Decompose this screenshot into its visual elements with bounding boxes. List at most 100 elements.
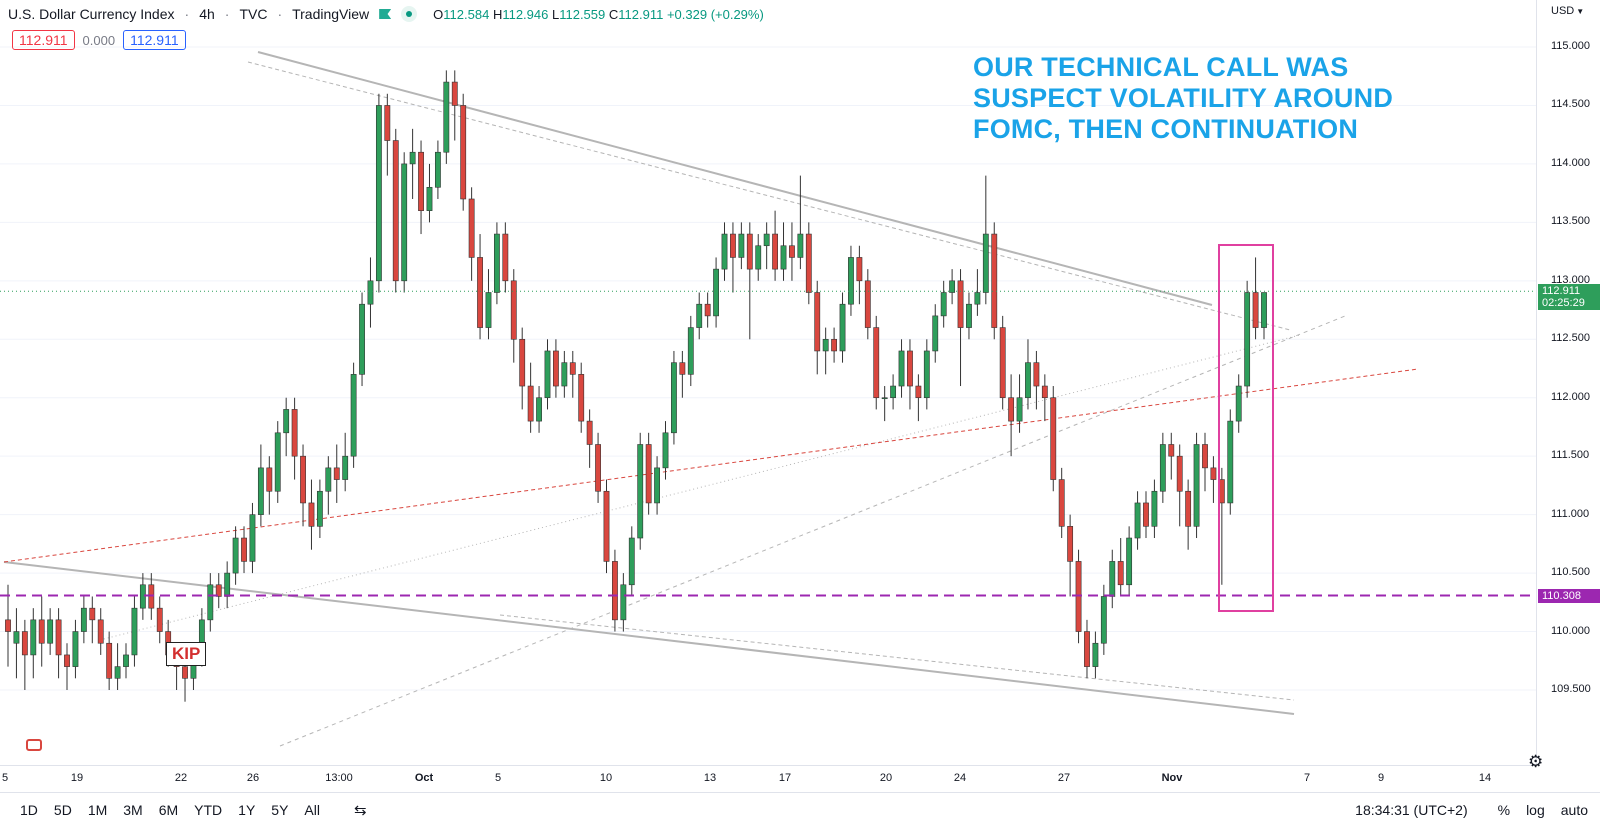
candle-down bbox=[510, 280, 517, 340]
time-scale[interactable]: 5 19 22 26 13:00 Oct 5 10 13 17 20 24 27 Nov 7 9 14 bbox=[0, 765, 1536, 792]
range-button-ytd[interactable]: YTD bbox=[194, 802, 223, 818]
time-tick: Nov bbox=[1161, 772, 1183, 784]
range-button-1d[interactable]: 1D bbox=[20, 802, 38, 818]
date-range-icon[interactable]: ⇆ bbox=[353, 802, 367, 819]
clock[interactable]: 18:34:31 (UTC+2) bbox=[1355, 802, 1468, 818]
candle-down bbox=[182, 666, 188, 679]
candle-up bbox=[367, 280, 374, 305]
candle-down bbox=[805, 233, 812, 293]
candle-down bbox=[38, 619, 45, 644]
candle-up bbox=[848, 257, 854, 305]
candle-up bbox=[1100, 596, 1107, 644]
candle-down bbox=[1185, 490, 1192, 527]
price-tick: 114.000 bbox=[1551, 156, 1590, 169]
candle-up bbox=[114, 666, 121, 679]
range-button-all[interactable]: All bbox=[304, 802, 320, 818]
bar-countdown: 02:25:29 bbox=[1542, 297, 1585, 309]
provider-label: TradingView bbox=[292, 6, 370, 22]
trendline-drawings[interactable] bbox=[3, 51, 1419, 747]
candle-up bbox=[898, 350, 905, 387]
range-button-5y[interactable]: 5Y bbox=[271, 802, 289, 818]
candle-up bbox=[620, 584, 627, 621]
buy-price[interactable]: 112.911 bbox=[123, 30, 186, 50]
exchange-label: TVC bbox=[239, 6, 268, 22]
candle-up bbox=[755, 245, 762, 270]
range-button-5d[interactable]: 5D bbox=[53, 802, 72, 818]
candle-up bbox=[47, 619, 54, 644]
candle-up bbox=[780, 245, 787, 270]
market-status-icon[interactable] bbox=[401, 6, 418, 22]
candle-down bbox=[612, 561, 618, 621]
candle-up bbox=[637, 444, 644, 539]
candle-up bbox=[274, 432, 281, 492]
candle-down bbox=[300, 455, 306, 504]
chart-settings-icon[interactable]: ⚙ bbox=[1528, 752, 1544, 771]
candle-down bbox=[1252, 292, 1259, 328]
candle-down bbox=[814, 292, 821, 352]
price-tick: 111.500 bbox=[1551, 449, 1590, 462]
candle-down bbox=[460, 105, 467, 200]
time-tick: 5 bbox=[494, 772, 502, 784]
level-price-tag: 110.308 bbox=[1538, 589, 1600, 603]
candle-down bbox=[89, 607, 96, 621]
ohlc-values: O112.584 H112.946 L112.559 C112.911 +0.3… bbox=[433, 6, 764, 22]
range-button-1m[interactable]: 1M bbox=[87, 802, 108, 818]
candle-up bbox=[654, 467, 660, 504]
price-scale[interactable]: USD ▼ 115.000 114.500 114.000 113.500 113.000… bbox=[1536, 0, 1600, 765]
candle-down bbox=[553, 350, 559, 387]
candle-down bbox=[55, 619, 62, 656]
candle-up bbox=[30, 619, 37, 656]
price-tick: 115.000 bbox=[1551, 40, 1590, 52]
candle-up bbox=[443, 81, 450, 153]
candle-up bbox=[1244, 292, 1251, 387]
candle-up bbox=[797, 233, 804, 258]
interval-label[interactable]: 4h bbox=[199, 6, 215, 22]
drawing-marker[interactable] bbox=[26, 739, 42, 751]
candle-down bbox=[308, 502, 315, 527]
flag-icon[interactable] bbox=[379, 9, 392, 19]
candle-up bbox=[536, 397, 542, 422]
time-tick: 13 bbox=[703, 772, 717, 784]
price-tick: 114.500 bbox=[1551, 98, 1590, 111]
symbol-name[interactable]: U.S. Dollar Currency Index bbox=[8, 6, 175, 22]
range-button-6m[interactable]: 6M bbox=[158, 802, 179, 818]
candle-up bbox=[713, 268, 719, 317]
candle-down bbox=[603, 490, 610, 562]
candle-up bbox=[257, 467, 264, 515]
candle-down bbox=[241, 537, 247, 562]
candle-up bbox=[493, 233, 500, 293]
candle-down bbox=[991, 233, 998, 328]
candle-down bbox=[468, 198, 475, 258]
auto-toggle[interactable]: auto bbox=[1560, 802, 1588, 818]
candle-up bbox=[738, 233, 745, 258]
candle-up bbox=[325, 467, 332, 492]
highlight-box[interactable] bbox=[1218, 244, 1274, 612]
sell-price[interactable]: 112.911 bbox=[12, 30, 75, 50]
candle-up bbox=[13, 631, 20, 644]
candle-up bbox=[434, 151, 441, 188]
range-button-3m[interactable]: 3M bbox=[123, 802, 143, 818]
candle-up bbox=[763, 233, 770, 247]
annotation-text[interactable]: OUR TECHNICAL CALL WAS SUSPECT VOLATILIT… bbox=[973, 52, 1394, 144]
upper-trendline-dashed bbox=[247, 61, 1291, 331]
chart-canvas[interactable] bbox=[0, 0, 1536, 765]
candle-up bbox=[80, 607, 87, 632]
candle-down bbox=[1008, 397, 1015, 422]
candle-up bbox=[232, 537, 239, 574]
candle-down bbox=[578, 374, 585, 422]
candle-up bbox=[544, 350, 551, 399]
chart-pane[interactable]: U.S. Dollar Currency Index · 4h · TVC · … bbox=[0, 0, 1536, 765]
candle-up bbox=[131, 607, 138, 656]
change-value: +0.329 (+0.29%) bbox=[666, 6, 764, 22]
log-toggle[interactable]: log bbox=[1526, 802, 1545, 818]
candle-down bbox=[730, 233, 736, 258]
lower-trendline bbox=[3, 561, 1295, 715]
percent-toggle[interactable]: % bbox=[1497, 802, 1511, 818]
candle-up bbox=[923, 350, 930, 399]
time-tick: 9 bbox=[1377, 772, 1385, 784]
currency-selector[interactable]: USD ▼ bbox=[1551, 5, 1585, 17]
candle-down bbox=[451, 81, 458, 106]
candle-up bbox=[409, 151, 416, 165]
candle-down bbox=[1218, 479, 1225, 504]
range-button-1y[interactable]: 1Y bbox=[238, 802, 256, 818]
